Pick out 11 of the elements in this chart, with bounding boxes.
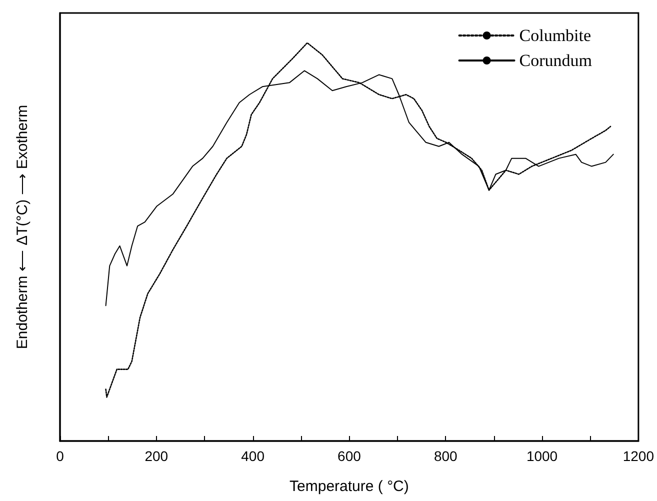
- legend-label: Corundum: [519, 51, 592, 70]
- x-tick-label: 600: [338, 448, 362, 464]
- x-tick-label: 1200: [622, 448, 654, 464]
- x-tick-label: 200: [144, 448, 168, 464]
- x-tick-label: 1000: [526, 448, 558, 464]
- x-tick-label: 800: [434, 448, 458, 464]
- x-axis-title: Temperature ( °C): [290, 478, 409, 495]
- legend-label: Columbite: [519, 26, 592, 45]
- y-axis-title: Endotherm ⟵ ΔT(°C) ⟶ Exotherm: [14, 104, 31, 350]
- x-tick-label: 0: [56, 448, 64, 464]
- x-tick-label: 400: [241, 448, 265, 464]
